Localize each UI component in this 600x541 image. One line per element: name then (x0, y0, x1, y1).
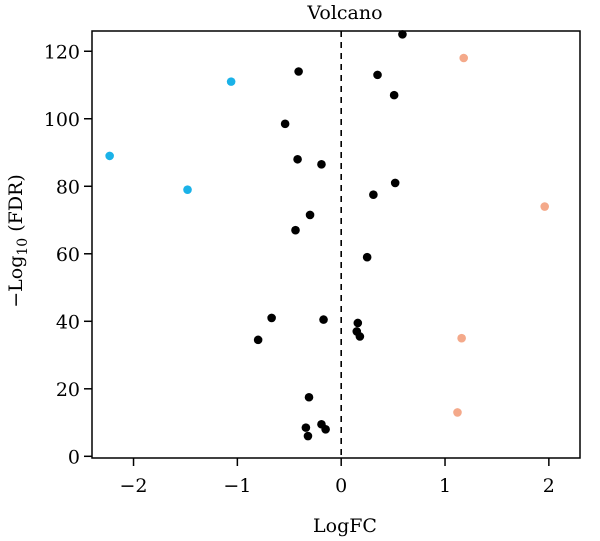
point-up (540, 202, 549, 211)
point-down (226, 77, 236, 86)
x-tick-label: 2 (543, 475, 555, 497)
y-axis-label-prefix: −Log (5, 256, 27, 308)
plot-frame (91, 30, 581, 459)
point-neutral (369, 190, 378, 200)
point-neutral (267, 313, 276, 323)
point-neutral (353, 318, 363, 328)
data-points (105, 30, 549, 441)
point-neutral (373, 70, 382, 80)
point-neutral (319, 315, 328, 324)
x-tick-label: 0 (335, 475, 347, 497)
y-tick-label: 60 (56, 244, 80, 266)
point-neutral (398, 30, 407, 39)
point-neutral (291, 225, 300, 235)
y-axis-label-subscript: 10 (15, 238, 31, 256)
x-tick-label: −1 (223, 475, 251, 497)
x-tick-label: −2 (120, 475, 148, 497)
point-up (453, 408, 462, 417)
point-neutral (305, 210, 315, 220)
point-down (105, 151, 114, 161)
point-neutral (321, 425, 330, 434)
point-neutral (389, 90, 399, 100)
x-tick-label: 1 (439, 475, 451, 497)
point-neutral (303, 431, 313, 441)
point-neutral (294, 67, 303, 76)
y-tick-label: 80 (56, 176, 80, 198)
y-tick-label: 100 (44, 109, 80, 131)
y-tick-label: 120 (44, 41, 80, 63)
point-neutral (304, 392, 314, 402)
point-neutral (301, 423, 311, 432)
point-up (457, 333, 466, 343)
x-axis-label: LogFC (313, 515, 377, 537)
point-up (459, 53, 469, 63)
chart-title: Volcano (306, 2, 382, 24)
y-tick-label: 40 (56, 311, 80, 333)
point-neutral (293, 154, 302, 164)
point-down (183, 185, 192, 194)
point-neutral (355, 332, 365, 341)
point-neutral (317, 160, 326, 169)
point-neutral (253, 335, 263, 345)
y-axis-label-suffix: (FDR) (5, 174, 27, 238)
point-neutral (280, 119, 290, 129)
point-neutral (390, 178, 400, 188)
y-axis-label: −Log10 (FDR) (5, 174, 31, 308)
point-neutral (362, 252, 372, 262)
y-tick-label: 0 (68, 446, 80, 468)
y-tick-label: 20 (56, 379, 80, 401)
